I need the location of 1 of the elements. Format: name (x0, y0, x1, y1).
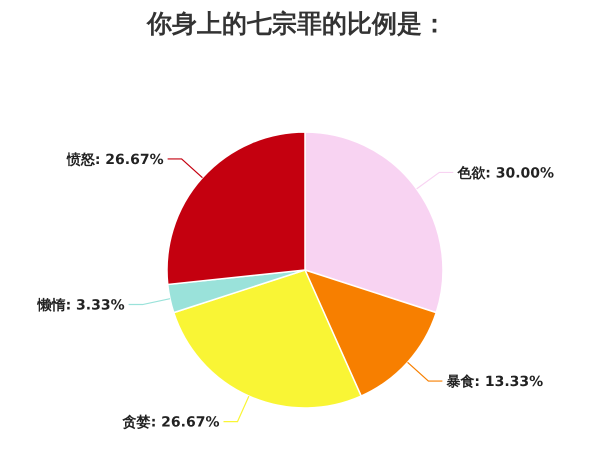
title: 你身上的七宗罪的比例是： (147, 9, 447, 38)
